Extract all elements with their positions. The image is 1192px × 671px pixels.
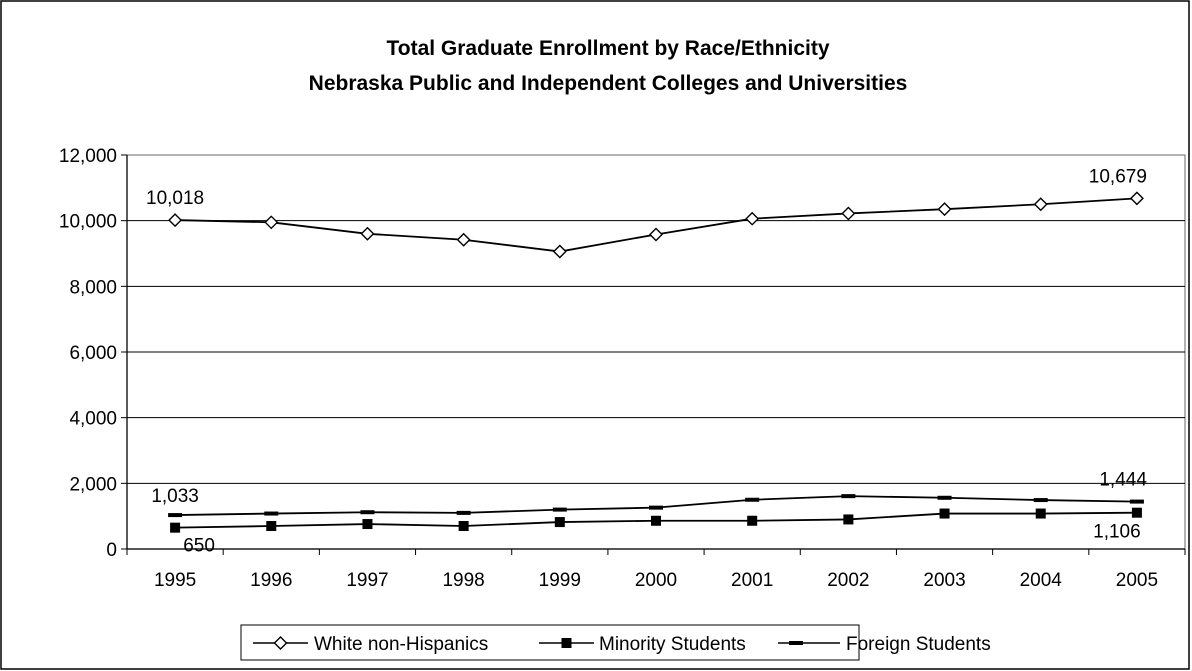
x-tick-label: 2002 (827, 570, 869, 591)
point-square (170, 522, 181, 533)
data-label: 1,033 (151, 486, 199, 507)
x-axis: 1995 1996 1997 1998 1999 2000 2001 2002 2003 2004… (126, 548, 1186, 591)
point-square (1035, 508, 1046, 519)
y-tick-label: 6,000 (69, 343, 117, 364)
point-diamond (552, 244, 567, 259)
point-dash (168, 513, 183, 518)
x-tick-label: 1998 (442, 570, 484, 591)
point-dash (1129, 499, 1144, 504)
gridlines (127, 220, 1185, 484)
legend-label-foreign: Foreign Students (846, 634, 991, 655)
legend-item-minority: Minority Students (539, 634, 746, 655)
x-tick-label: 1996 (250, 570, 292, 591)
x-tick-label: 1999 (539, 570, 581, 591)
point-dash (264, 511, 279, 516)
point-square (651, 515, 661, 526)
point-dash (937, 495, 952, 500)
legend-item-foreign: Foreign Students (778, 634, 991, 655)
x-tick-label: 2004 (1020, 570, 1063, 591)
point-square (458, 521, 469, 532)
data-label: 1,444 (1099, 470, 1147, 491)
data-label: 1,106 (1093, 522, 1141, 543)
point-diamond (841, 206, 856, 221)
point-dash (745, 497, 760, 502)
point-square (362, 519, 373, 530)
x-tick-label: 2005 (1116, 570, 1158, 591)
legend-item-white: White non-Hispanics (253, 634, 488, 655)
point-square (843, 514, 854, 525)
point-diamond (937, 202, 952, 217)
y-tick-label: 10,000 (59, 212, 117, 233)
chart-subtitle: Nebraska Public and Independent Colleges… (309, 72, 908, 95)
y-tick-label: 0 (106, 540, 117, 561)
diamond-marker-icon (273, 636, 288, 650)
point-dash (360, 510, 375, 515)
point-diamond (1129, 191, 1144, 206)
data-label: 650 (183, 536, 215, 557)
point-dash (841, 494, 856, 499)
legend: White non-Hispanics Minority Students Fo… (240, 624, 991, 661)
y-tick-label: 8,000 (69, 277, 117, 298)
point-square (554, 517, 565, 528)
x-tick-label: 2000 (635, 570, 677, 591)
x-tick-label: 1995 (154, 570, 196, 591)
y-tick-label: 4,000 (69, 409, 117, 430)
chart-title: Total Graduate Enrollment by Race/Ethnic… (386, 37, 829, 60)
x-tick-label: 2001 (731, 570, 773, 591)
point-dash (1033, 498, 1048, 503)
point-diamond (360, 226, 375, 241)
point-diamond (649, 227, 663, 242)
point-diamond (264, 215, 279, 230)
point-square (266, 521, 277, 532)
data-label: 10,679 (1089, 166, 1147, 187)
point-dash (649, 505, 663, 510)
data-labels: 10,018 10,679 1,033 1,444 650 1,106 (146, 166, 1147, 556)
point-diamond (456, 232, 471, 247)
legend-label-minority: Minority Students (599, 634, 746, 655)
point-dash (456, 510, 471, 515)
x-tick-label: 1997 (346, 570, 388, 591)
point-dash (552, 507, 567, 512)
data-label: 10,018 (146, 188, 204, 209)
point-diamond (745, 211, 760, 226)
point-diamond (1033, 197, 1048, 212)
series-group (168, 191, 1144, 533)
y-tick-label: 2,000 (69, 474, 117, 495)
y-tick-label: 12,000 (59, 146, 117, 167)
legend-label-white: White non-Hispanics (314, 634, 488, 655)
point-square (1131, 507, 1142, 518)
y-axis: 0 2,000 4,000 6,000 8,000 10,000 12,000 (59, 146, 128, 561)
point-square (747, 515, 758, 526)
point-diamond (168, 213, 183, 228)
dash-marker-icon (789, 641, 803, 645)
x-tick-label: 2003 (923, 570, 965, 591)
point-square (939, 508, 950, 519)
square-marker-icon (561, 638, 572, 648)
